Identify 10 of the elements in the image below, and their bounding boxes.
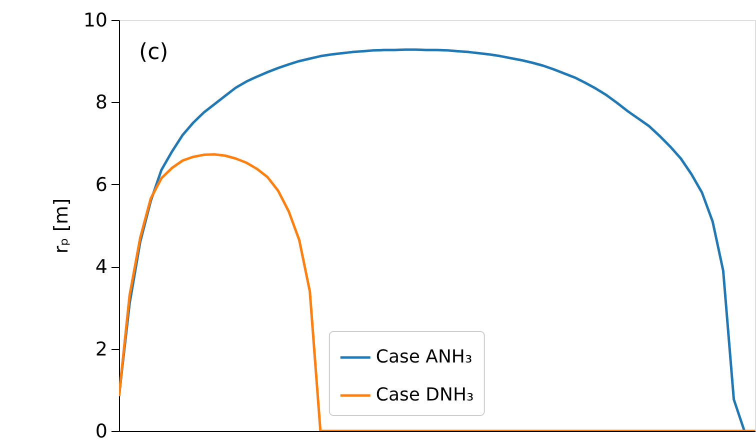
y-tick-label: 8 (95, 92, 108, 114)
y-tick-label: 6 (95, 174, 108, 196)
legend-label: Case DNH₃ (376, 384, 474, 406)
y-axis-title: rₚ [m] (50, 198, 72, 254)
y-tick-label: 10 (83, 10, 108, 32)
annotation: (c) (139, 40, 168, 65)
legend-label: Case ANH₃ (376, 346, 472, 368)
y-tick-label: 2 (95, 338, 108, 360)
y-tick-label: 0 (95, 420, 108, 442)
y-tick-label: 4 (95, 256, 108, 278)
